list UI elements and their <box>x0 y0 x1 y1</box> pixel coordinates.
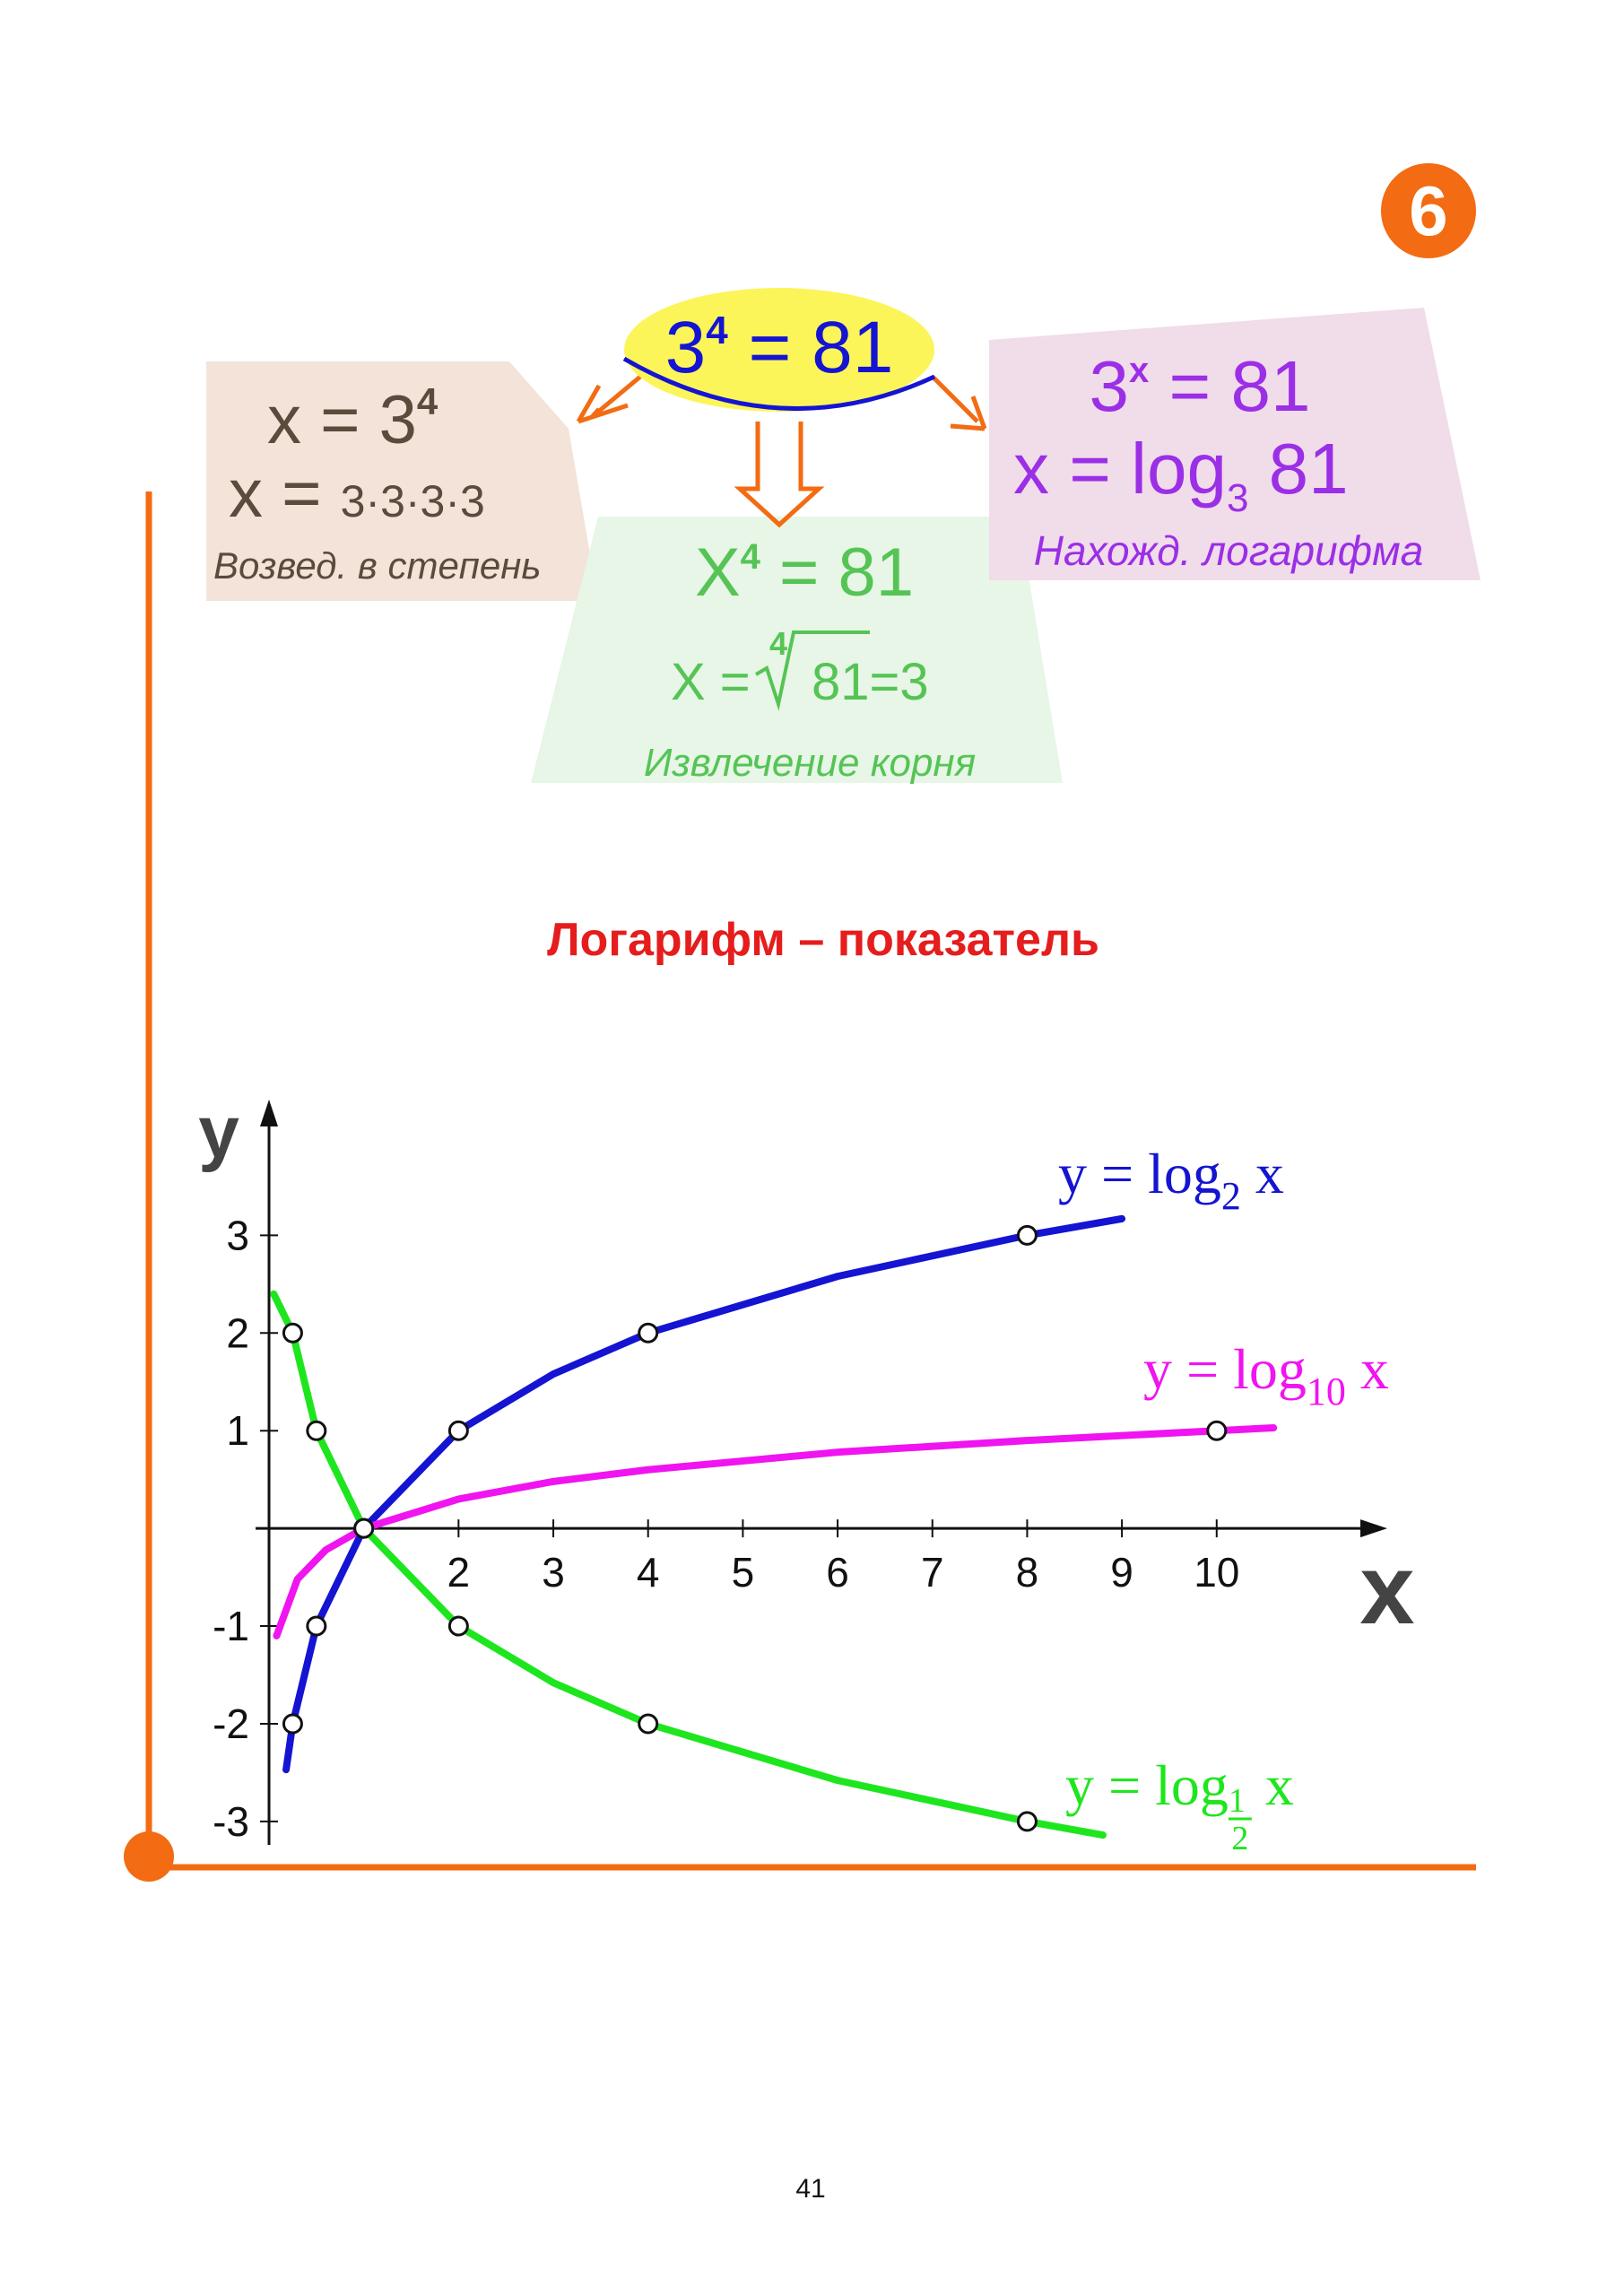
x-tick-label: 6 <box>826 1549 849 1596</box>
point-marker <box>1016 1811 1038 1832</box>
base: 3 <box>1090 346 1130 426</box>
y-axis-arrow <box>260 1100 278 1126</box>
center-arc <box>622 356 936 412</box>
x-tick-label: 2 <box>447 1549 471 1596</box>
x-tick-label: 8 <box>1016 1549 1039 1596</box>
base: X <box>695 535 741 611</box>
root-sign <box>754 631 870 711</box>
point-marker <box>638 1322 659 1344</box>
x-tick-label: 4 <box>637 1549 660 1596</box>
rest: = 81 <box>760 535 914 611</box>
series-line <box>270 1290 1107 1839</box>
rest: = 81 <box>1149 346 1310 426</box>
series-line <box>273 1423 1278 1639</box>
point-marker <box>1016 1224 1038 1246</box>
y-tick-label: 2 <box>226 1309 249 1356</box>
middle-root-lead: X = <box>671 653 751 711</box>
badge-number: 6 <box>1409 171 1447 250</box>
arrow-down <box>734 422 825 528</box>
badge-circle <box>1381 163 1476 258</box>
exponent: x <box>1129 351 1149 390</box>
arrow-left <box>576 370 647 424</box>
label-lead: y = log <box>1065 1753 1229 1817</box>
rest: 81 <box>1248 429 1348 509</box>
label-subscript: 10 <box>1307 1370 1346 1413</box>
x-tick-label: 7 <box>921 1549 944 1596</box>
y-tick-label: -3 <box>213 1798 249 1845</box>
exponent: 4 <box>706 309 728 352</box>
series-label: y = log1 x <box>1065 1753 1294 1820</box>
label-sub-denominator: 2 <box>1231 1820 1248 1857</box>
series-line <box>282 1214 1126 1774</box>
label-subscript: 2 <box>1221 1174 1241 1218</box>
y-tick-label: 3 <box>226 1212 249 1258</box>
point-marker <box>282 1322 303 1344</box>
lead: x = log <box>1013 429 1227 509</box>
point-marker <box>447 1615 469 1637</box>
label-sub-numerator: 1 <box>1229 1782 1246 1820</box>
left-line1: x = 34 <box>267 380 439 458</box>
right-line1: 3x = 81 <box>1090 346 1311 426</box>
point-marker <box>1206 1420 1228 1441</box>
label-tail: x <box>1241 1142 1284 1205</box>
right-caption: Нахожд. логарифма <box>1034 527 1423 574</box>
point-marker <box>306 1420 327 1441</box>
point-marker <box>282 1713 303 1735</box>
point-marker <box>306 1615 327 1637</box>
exponent: 4 <box>741 537 761 577</box>
frame-dot <box>124 1831 174 1882</box>
x-tick-label: 5 <box>732 1549 755 1596</box>
middle-root-radicand: 81=3 <box>812 653 929 711</box>
x-axis-label: x <box>1359 1535 1414 1645</box>
left-line2: x = 3·3·3·3 <box>229 456 485 532</box>
right-line2: x = log3 81 <box>1013 429 1349 520</box>
rest: = 81 <box>728 307 894 388</box>
point-marker <box>447 1420 469 1441</box>
subscript: 3 <box>1227 476 1248 520</box>
series-label: y = log2 x <box>1058 1142 1284 1218</box>
label-lead: y = log <box>1058 1142 1221 1205</box>
left-caption: Возвед. в степень <box>213 544 541 587</box>
center-ellipse <box>624 288 934 412</box>
x-tick-label: 3 <box>542 1549 565 1596</box>
middle-box <box>531 517 1063 783</box>
x-tick-label: 10 <box>1194 1549 1239 1596</box>
middle-line1: X4 = 81 <box>695 535 914 611</box>
y-tick-label: 1 <box>226 1407 249 1454</box>
point-marker <box>638 1713 659 1735</box>
y-tick-label: -2 <box>213 1700 249 1747</box>
left-box <box>206 361 598 601</box>
exponent: 4 <box>417 380 439 422</box>
x-tick-label: 9 <box>1110 1549 1133 1596</box>
y-axis-label: y <box>198 1091 239 1173</box>
right-box <box>989 308 1481 580</box>
base: x = 3 <box>267 382 417 458</box>
middle-caption: Извлечение корня <box>644 741 976 785</box>
middle-root-index: 4 <box>769 625 787 662</box>
lead: x = <box>229 456 341 532</box>
point-marker <box>353 1518 375 1539</box>
heading: Логарифм – показатель <box>547 914 1099 966</box>
page-number: 41 <box>795 2174 825 2204</box>
arrow-right <box>931 375 987 431</box>
x-axis-arrow <box>1360 1519 1387 1538</box>
label-lead: y = log <box>1143 1337 1307 1401</box>
arrows <box>576 370 987 528</box>
rest: 3·3·3·3 <box>341 476 485 526</box>
series-label: y = log10 x <box>1143 1337 1389 1413</box>
y-tick-label: -1 <box>213 1603 249 1649</box>
label-tail: x <box>1346 1337 1389 1401</box>
center-formula: 34 = 81 <box>665 307 894 388</box>
label-tail: x <box>1251 1753 1294 1817</box>
base: 3 <box>665 307 707 388</box>
